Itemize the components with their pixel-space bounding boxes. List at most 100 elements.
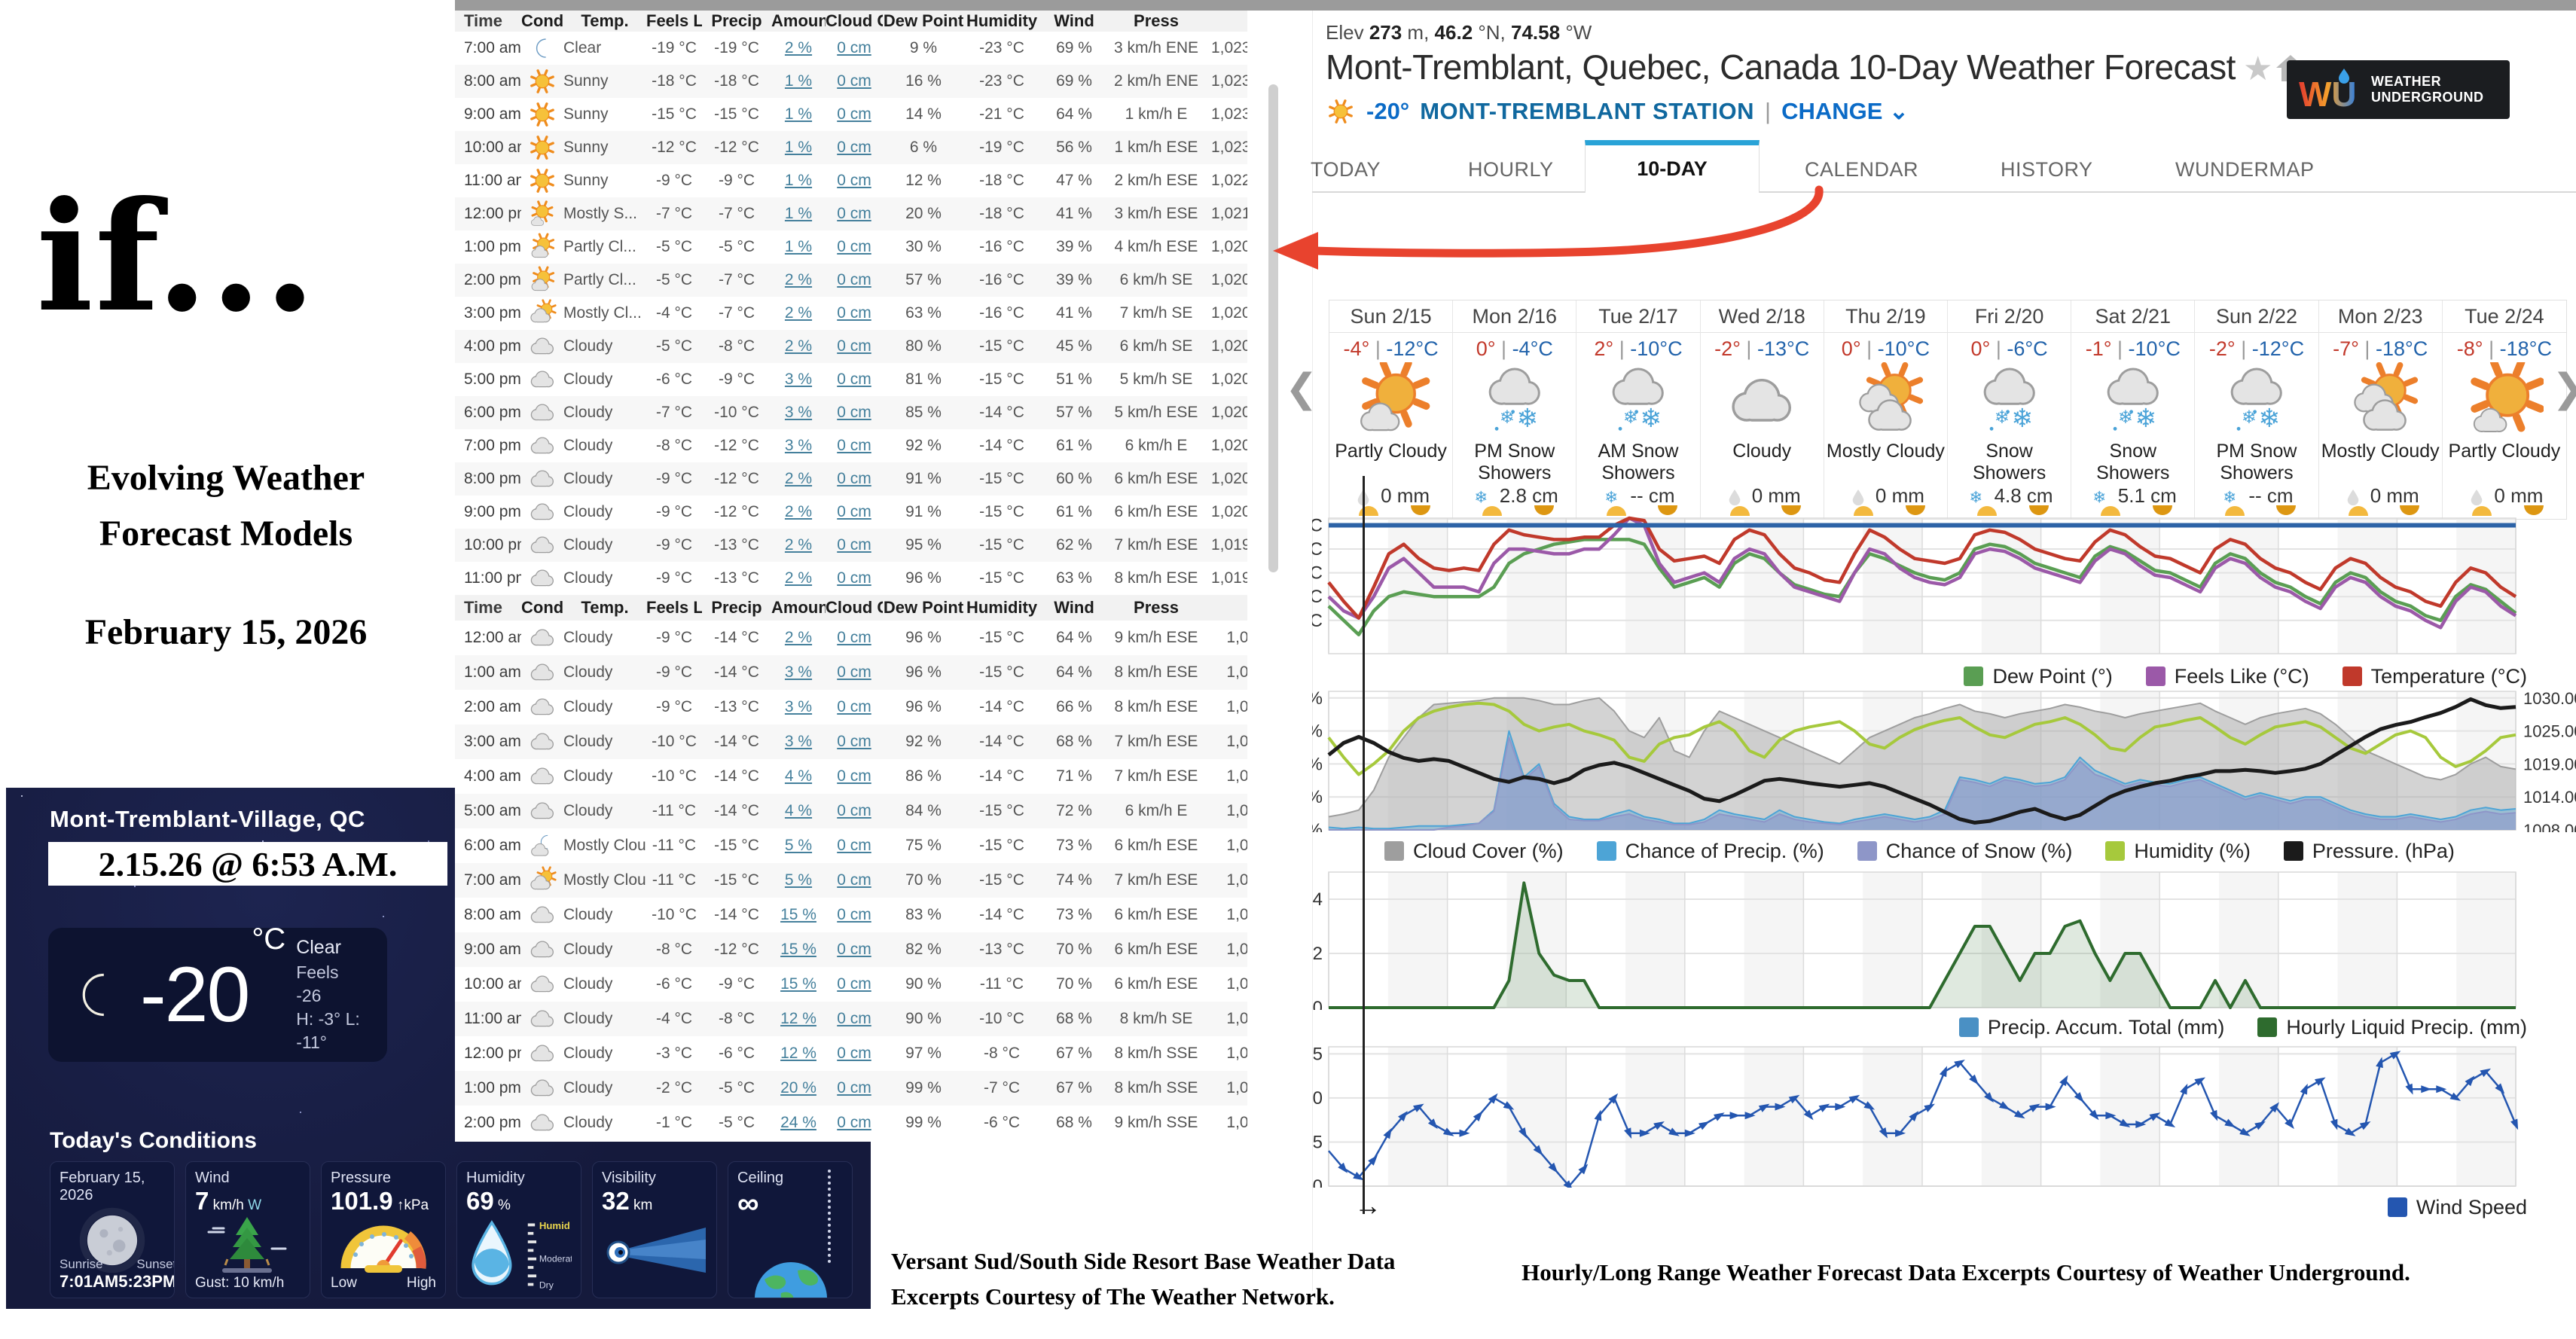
cell-precip-link[interactable]: 2 % (784, 271, 813, 288)
change-station-link[interactable]: CHANGE ⌄ (1781, 98, 1909, 124)
cell-amount-link[interactable]: 0 cm (837, 698, 871, 715)
cell-precip-link[interactable]: 12 % (780, 1010, 816, 1027)
cell-precip-link[interactable]: 15 % (780, 941, 816, 958)
cell-amount-link[interactable]: 0 cm (837, 1079, 871, 1097)
cell-amount-link[interactable]: 0 cm (837, 906, 871, 923)
cell-precip-link[interactable]: 2 % (784, 337, 813, 355)
cell-precip-link[interactable]: 1 % (784, 105, 813, 123)
cell-amount-link[interactable]: 0 cm (837, 975, 871, 993)
day-card-6[interactable]: Fri 2/20 0° | -6°C ❄ ❄ Snow Showers ❄ 4.8 cm (1947, 300, 2072, 519)
day-card-9[interactable]: Mon 2/23 -7° | -18°C Mostly Cloudy 0 mm (2318, 300, 2443, 519)
table-row[interactable]: 1:00 pm Cloudy -2 °C -5 °C 20 % 0 cm 99 % -7 °C… (455, 1071, 1247, 1106)
day-card-5[interactable]: Thu 2/19 0° | -10°C Mostly Cloudy 0 mm (1824, 300, 1948, 519)
cell-amount-link[interactable]: 0 cm (837, 871, 871, 889)
tab-wundermap[interactable]: WUNDERMAP (2175, 157, 2315, 181)
cell-amount-link[interactable]: 0 cm (837, 304, 871, 322)
cell-amount-link[interactable]: 0 cm (837, 569, 871, 587)
table-row[interactable]: 10:00 pm Cloudy -9 °C -13 °C 2 % 0 cm 95 % -15 … (455, 529, 1247, 562)
table-row[interactable]: 12:00 am Cloudy -9 °C -14 °C 2 % 0 cm 96 % -15 … (455, 621, 1247, 655)
wind-speed-chart[interactable]: 0 5 10 15 (1312, 1043, 2576, 1188)
weather-underground-logo[interactable]: WU WEATHER UNDERGROUND (2287, 60, 2510, 119)
table-row[interactable]: 7:00 am Clear -19 °C -19 °C 2 % 0 cm 9 % -23 °C… (455, 32, 1247, 65)
cell-amount-link[interactable]: 0 cm (837, 238, 871, 255)
cell-precip-link[interactable]: 2 % (784, 470, 813, 487)
cell-amount-link[interactable]: 0 cm (837, 837, 871, 854)
cell-precip-link[interactable]: 3 % (784, 404, 813, 421)
day-card-3[interactable]: Tue 2/17 2° | -10°C ❄ ❄ AM Snow Showers ❄ -- c… (1576, 300, 1701, 519)
cell-amount-link[interactable]: 0 cm (837, 337, 871, 355)
day-card-2[interactable]: Mon 2/16 0° | -4°C ❄ ❄ PM Snow Showers ❄ 2.8 c… (1453, 300, 1577, 519)
cell-amount-link[interactable]: 0 cm (837, 536, 871, 554)
cell-amount-link[interactable]: 0 cm (837, 371, 871, 388)
table-row[interactable]: 8:00 pm Cloudy -9 °C -12 °C 2 % 0 cm 91 % -15 °… (455, 462, 1247, 496)
table-row[interactable]: 11:00 am Cloudy -4 °C -8 °C 12 % 0 cm 90 % -10 … (455, 1002, 1247, 1036)
table-row[interactable]: 9:00 am Sunny -15 °C -15 °C 1 % 0 cm 14 % -21 °… (455, 98, 1247, 131)
cell-amount-link[interactable]: 0 cm (837, 271, 871, 288)
cell-amount-link[interactable]: 0 cm (837, 1114, 871, 1131)
table-row[interactable]: 8:00 am Sunny -18 °C -18 °C 1 % 0 cm 16 % -23 °… (455, 65, 1247, 98)
cloud-precip-humidity-pressure-chart[interactable]: 0% 25% 50% 75% 100% 1008.00 1014.00 1019.00 1025… (1312, 689, 2576, 832)
cell-amount-link[interactable]: 0 cm (837, 1010, 871, 1027)
tab-hourly[interactable]: HOURLY (1468, 157, 1554, 181)
table-row[interactable]: 10:00 am Sunny -12 °C -12 °C 1 % 0 cm 6 % -19 °… (455, 131, 1247, 164)
cell-precip-link[interactable]: 20 % (780, 1079, 816, 1097)
cell-precip-link[interactable]: 3 % (784, 663, 813, 681)
cell-precip-link[interactable]: 2 % (784, 39, 813, 56)
cell-precip-link[interactable]: 24 % (780, 1114, 816, 1131)
day-card-7[interactable]: Sat 2/21 -1° | -10°C ❄ ❄ Snow Showers ❄ 5.1 cm (2071, 300, 2196, 519)
cell-amount-link[interactable]: 0 cm (837, 470, 871, 487)
table-row[interactable]: 12:00 pm Mostly S... -7 °C -7 °C 1 % 0 cm 20 %… (455, 197, 1247, 230)
current-time-cursor[interactable] (1363, 476, 1365, 1214)
cell-precip-link[interactable]: 12 % (780, 1045, 816, 1062)
cell-amount-link[interactable]: 0 cm (837, 139, 871, 156)
table-row[interactable]: 4:00 am Cloudy -10 °C -14 °C 4 % 0 cm 86 % -14 … (455, 759, 1247, 794)
cell-precip-link[interactable]: 15 % (780, 906, 816, 923)
table-row[interactable]: 4:00 pm Cloudy -5 °C -8 °C 2 % 0 cm 80 % -15 °C… (455, 330, 1247, 363)
cell-precip-link[interactable]: 3 % (784, 733, 813, 750)
cell-precip-link[interactable]: 1 % (784, 238, 813, 255)
cell-precip-link[interactable]: 15 % (780, 975, 816, 993)
favorite-star-icon[interactable]: ★ (2243, 50, 2273, 87)
cell-amount-link[interactable]: 0 cm (837, 437, 871, 454)
cell-precip-link[interactable]: 5 % (784, 837, 813, 854)
table-row[interactable]: 2:00 pm Cloudy -1 °C -5 °C 24 % 0 cm 99 % -6 °C… (455, 1106, 1247, 1140)
tab-history[interactable]: HISTORY (2001, 157, 2093, 181)
table-row[interactable]: 3:00 am Cloudy -10 °C -14 °C 3 % 0 cm 92 % -14 … (455, 724, 1247, 759)
table-row[interactable]: 5:00 am Cloudy -11 °C -14 °C 4 % 0 cm 84 % -15 … (455, 794, 1247, 828)
cell-precip-link[interactable]: 3 % (784, 371, 813, 388)
table-row[interactable]: 1:00 pm Partly Cl... -5 °C -5 °C 1 % 0 cm 30 %… (455, 230, 1247, 264)
cell-precip-link[interactable]: 1 % (784, 72, 813, 90)
cell-precip-link[interactable]: 3 % (784, 698, 813, 715)
cell-amount-link[interactable]: 0 cm (837, 663, 871, 681)
cell-amount-link[interactable]: 0 cm (837, 767, 871, 785)
cell-amount-link[interactable]: 0 cm (837, 172, 871, 189)
cell-precip-link[interactable]: 4 % (784, 767, 813, 785)
cell-precip-link[interactable]: 1 % (784, 139, 813, 156)
table-row[interactable]: 12:00 pm Cloudy -3 °C -6 °C 12 % 0 cm 97 % -8 °… (455, 1036, 1247, 1071)
cell-amount-link[interactable]: 0 cm (837, 404, 871, 421)
cell-precip-link[interactable]: 4 % (784, 802, 813, 819)
cell-amount-link[interactable]: 0 cm (837, 72, 871, 90)
table-row[interactable]: 11:00 am Sunny -9 °C -9 °C 1 % 0 cm 12 % -18 °C… (455, 164, 1247, 197)
cell-amount-link[interactable]: 0 cm (837, 205, 871, 222)
table-row[interactable]: 2:00 pm Partly Cl... -5 °C -7 °C 2 % 0 cm 57 %… (455, 264, 1247, 297)
day-card-1[interactable]: Sun 2/15 -4° | -12°C Partly Cloudy 0 mm (1329, 300, 1454, 519)
cell-precip-link[interactable]: 2 % (784, 569, 813, 587)
cards-next-chevron[interactable]: ❯ (2552, 366, 2576, 411)
cell-precip-link[interactable]: 3 % (784, 437, 813, 454)
temperature-chart[interactable]: 0 C -5 C -10 C -15 C -20 C (1312, 497, 2576, 657)
table-row[interactable]: 8:00 am Cloudy -10 °C -14 °C 15 % 0 cm 83 % -14… (455, 898, 1247, 932)
table-row[interactable]: 1:00 am Cloudy -9 °C -14 °C 3 % 0 cm 96 % -15 °… (455, 655, 1247, 690)
cell-amount-link[interactable]: 0 cm (837, 941, 871, 958)
day-card-10[interactable]: Tue 2/24 -8° | -18°C Partly Cloudy 0 mm (2442, 300, 2566, 519)
cell-amount-link[interactable]: 0 cm (837, 39, 871, 56)
day-card-4[interactable]: Wed 2/18 -2° | -13°C Cloudy 0 mm (1700, 300, 1824, 519)
cell-amount-link[interactable]: 0 cm (837, 629, 871, 646)
table-row[interactable]: 2:00 am Cloudy -9 °C -13 °C 3 % 0 cm 96 % -14 °… (455, 690, 1247, 724)
cell-amount-link[interactable]: 0 cm (837, 733, 871, 750)
table-row[interactable]: 5:00 pm Cloudy -6 °C -9 °C 3 % 0 cm 81 % -15 °C… (455, 363, 1247, 396)
cell-amount-link[interactable]: 0 cm (837, 503, 871, 520)
table-row[interactable]: 7:00 am Mostly Cloudy... -11 °C -15 °C 5 % 0 … (455, 863, 1247, 898)
table-row[interactable]: 3:00 pm Mostly Cl... -4 °C -7 °C 2 % 0 cm 63 %… (455, 297, 1247, 330)
table-row[interactable]: 11:00 pm Cloudy -9 °C -13 °C 2 % 0 cm 96 % -15 … (455, 562, 1247, 595)
